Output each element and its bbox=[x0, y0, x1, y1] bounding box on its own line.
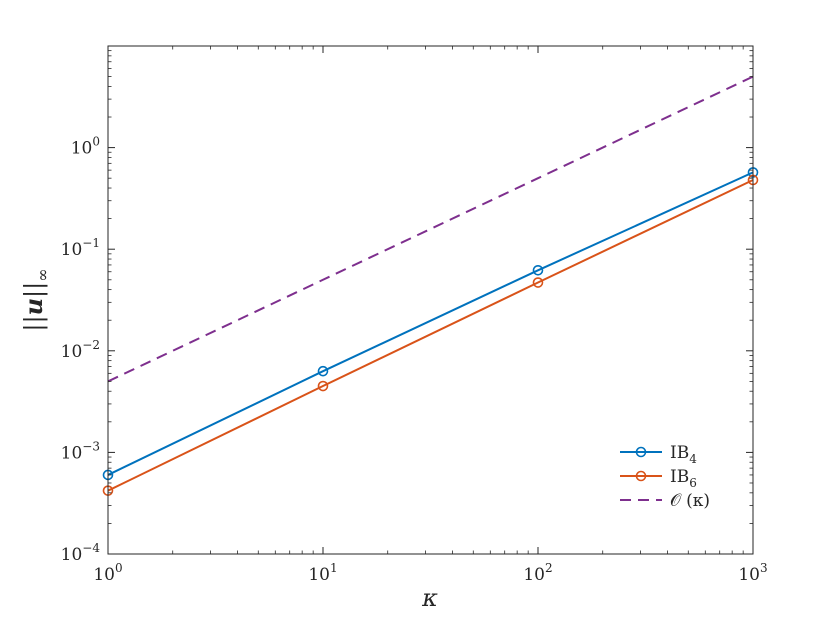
y-tick-base: 10 bbox=[61, 545, 83, 565]
y-tick-exponent: −1 bbox=[82, 236, 100, 250]
legend-label-name: IB bbox=[670, 443, 689, 463]
legend-marker bbox=[635, 470, 647, 482]
x-tick-label: 100 bbox=[93, 561, 122, 585]
legend-label: IB4 bbox=[670, 443, 697, 466]
y-tick-base: 10 bbox=[61, 342, 83, 362]
series-1-line bbox=[107, 171, 754, 476]
series-1-point bbox=[317, 365, 329, 377]
legend-label-subscript: 4 bbox=[689, 452, 697, 466]
legend-label: 𝒪 (κ) bbox=[670, 491, 710, 511]
legend-item-2: IB6 bbox=[620, 467, 697, 490]
plot-box bbox=[107, 45, 754, 555]
y-tick-exponent: −2 bbox=[82, 338, 100, 352]
legend-label-name: 𝒪 (κ) bbox=[670, 491, 710, 511]
y-tick-label: 10−2 bbox=[61, 338, 100, 362]
plot-background bbox=[108, 46, 753, 554]
y-tick-base: 10 bbox=[71, 139, 93, 159]
legend-label: IB6 bbox=[670, 467, 697, 490]
x-tick-base: 10 bbox=[738, 565, 760, 585]
x-tick-label: 102 bbox=[523, 561, 552, 585]
y-tick-base: 10 bbox=[61, 443, 83, 463]
y-tick-exponent: 0 bbox=[92, 135, 100, 149]
series-2-point bbox=[317, 380, 329, 392]
x-tick-exponent: 0 bbox=[115, 561, 123, 575]
series-1-point bbox=[532, 264, 544, 276]
series-2-line bbox=[107, 179, 754, 492]
y-tick-exponent: −3 bbox=[82, 439, 100, 453]
x-tick-exponent: 1 bbox=[330, 561, 338, 575]
x-tick-label: 103 bbox=[738, 561, 767, 585]
y-tick-base: 10 bbox=[61, 240, 83, 260]
y-label-subscript: ∞ bbox=[33, 268, 52, 281]
x-tick-base: 10 bbox=[308, 565, 330, 585]
y-label-u: u bbox=[19, 298, 48, 315]
x-tick-label: 101 bbox=[308, 561, 337, 585]
x-tick-base: 10 bbox=[93, 565, 115, 585]
legend-item-3: 𝒪 (κ) bbox=[620, 491, 710, 511]
y-tick-label: 10−1 bbox=[61, 236, 100, 260]
y-label-bars: || bbox=[20, 282, 49, 298]
x-axis-label: κ bbox=[421, 584, 438, 612]
x-tick-exponent: 2 bbox=[545, 561, 553, 575]
y-axis-label: ||u||∞ bbox=[19, 268, 52, 331]
y-tick-label: 100 bbox=[71, 135, 100, 159]
y-tick-label: 10−3 bbox=[61, 439, 100, 463]
legend-label-name: IB bbox=[670, 467, 689, 487]
legend-marker bbox=[635, 446, 647, 458]
series-3-line bbox=[107, 75, 754, 383]
legend-item-1: IB4 bbox=[620, 443, 697, 466]
x-tick-exponent: 3 bbox=[760, 561, 768, 575]
y-label-bars: || bbox=[20, 315, 49, 331]
series-3 bbox=[107, 75, 754, 383]
series-2-point bbox=[532, 277, 544, 288]
legend-label-subscript: 6 bbox=[689, 476, 697, 490]
y-tick-label: 10−4 bbox=[61, 541, 101, 565]
y-tick-exponent: −4 bbox=[82, 541, 100, 555]
x-tick-base: 10 bbox=[523, 565, 545, 585]
